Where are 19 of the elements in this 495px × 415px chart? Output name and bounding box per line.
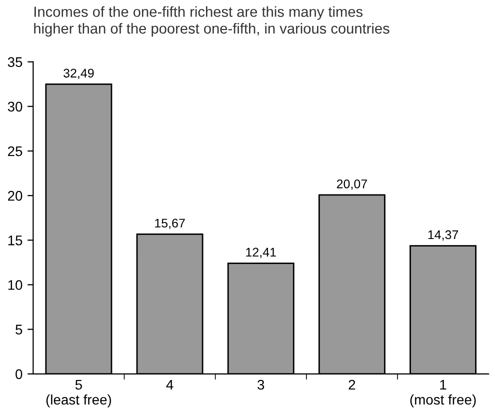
- data-label: 15,67: [155, 218, 185, 230]
- y-tick-label: 20: [8, 190, 22, 201]
- chart-title: Incomes of the one-fifth richest are this many times higher than of the poorest one-fifth, in various countries: [34, 6, 390, 37]
- x-tick-label: 3: [258, 380, 264, 390]
- data-label: 32,49: [64, 68, 94, 80]
- y-tick-label: 10: [8, 280, 22, 290]
- x-tick-label: 5 (least free): [46, 380, 112, 408]
- y-tick-label: 5: [16, 324, 22, 334]
- data-label: 14,37: [428, 230, 458, 241]
- y-tick-label: 35: [8, 57, 22, 68]
- data-label: 12,41: [246, 248, 276, 258]
- y-tick-label: 30: [8, 102, 22, 112]
- x-tick-label: 2: [348, 380, 356, 390]
- x-tick-label: 4: [166, 380, 174, 390]
- y-tick-label: 0: [16, 369, 22, 380]
- data-label: 20,07: [336, 179, 367, 190]
- y-tick-label: 15: [8, 236, 22, 246]
- x-tick-label: 1 (most free): [410, 380, 476, 408]
- y-tick-label: 25: [8, 146, 22, 156]
